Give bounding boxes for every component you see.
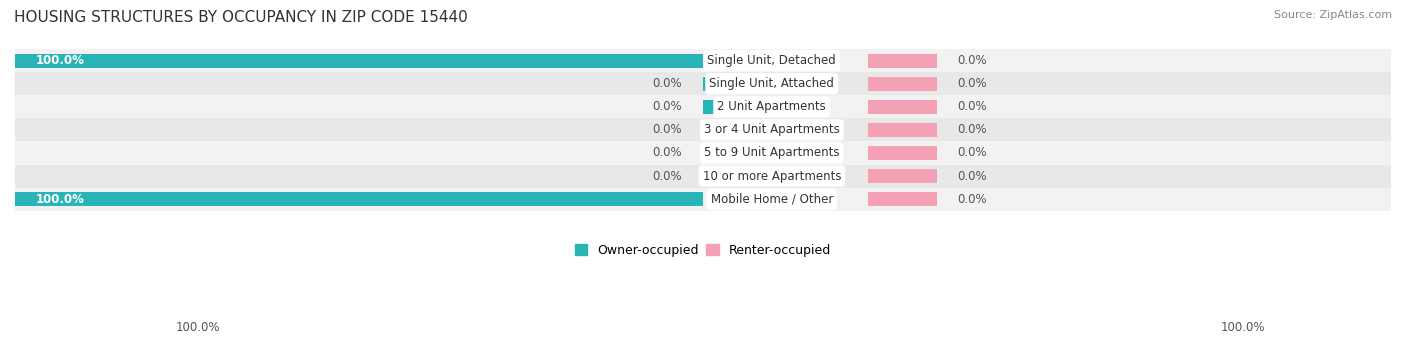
Bar — [15, 188, 1391, 211]
Text: 100.0%: 100.0% — [35, 193, 84, 206]
Text: 10 or more Apartments: 10 or more Apartments — [703, 169, 841, 182]
Bar — [868, 192, 936, 206]
Text: 0.0%: 0.0% — [957, 193, 987, 206]
Bar — [868, 77, 936, 91]
Text: 0.0%: 0.0% — [652, 100, 682, 113]
Bar — [15, 95, 1391, 118]
Bar — [15, 54, 703, 68]
Text: 0.0%: 0.0% — [957, 77, 987, 90]
Bar — [15, 118, 1391, 142]
Text: 100.0%: 100.0% — [35, 54, 84, 67]
Bar — [868, 54, 936, 68]
Bar — [703, 100, 772, 114]
Text: 3 or 4 Unit Apartments: 3 or 4 Unit Apartments — [704, 123, 839, 136]
Text: 0.0%: 0.0% — [957, 169, 987, 182]
Bar — [15, 142, 1391, 164]
Bar — [703, 123, 772, 137]
Bar — [15, 72, 1391, 95]
Bar — [15, 192, 703, 206]
Bar — [703, 77, 772, 91]
Text: 0.0%: 0.0% — [957, 123, 987, 136]
Text: 0.0%: 0.0% — [957, 100, 987, 113]
Text: 0.0%: 0.0% — [652, 77, 682, 90]
Text: 5 to 9 Unit Apartments: 5 to 9 Unit Apartments — [704, 147, 839, 160]
Bar — [868, 146, 936, 160]
Bar — [868, 169, 936, 183]
Bar — [15, 164, 1391, 188]
Text: 100.0%: 100.0% — [176, 321, 221, 334]
Text: Single Unit, Attached: Single Unit, Attached — [710, 77, 834, 90]
Text: 0.0%: 0.0% — [652, 123, 682, 136]
Text: 0.0%: 0.0% — [957, 54, 987, 67]
Bar — [868, 123, 936, 137]
Text: HOUSING STRUCTURES BY OCCUPANCY IN ZIP CODE 15440: HOUSING STRUCTURES BY OCCUPANCY IN ZIP C… — [14, 10, 468, 25]
Text: 0.0%: 0.0% — [652, 147, 682, 160]
Legend: Owner-occupied, Renter-occupied: Owner-occupied, Renter-occupied — [569, 239, 837, 262]
Text: Source: ZipAtlas.com: Source: ZipAtlas.com — [1274, 10, 1392, 20]
Text: 0.0%: 0.0% — [652, 169, 682, 182]
Bar — [868, 100, 936, 114]
Bar — [703, 146, 772, 160]
Text: Mobile Home / Other: Mobile Home / Other — [710, 193, 832, 206]
Bar — [15, 49, 1391, 72]
Bar — [703, 169, 772, 183]
Text: 100.0%: 100.0% — [1220, 321, 1265, 334]
Text: Single Unit, Detached: Single Unit, Detached — [707, 54, 837, 67]
Text: 0.0%: 0.0% — [957, 147, 987, 160]
Text: 2 Unit Apartments: 2 Unit Apartments — [717, 100, 827, 113]
